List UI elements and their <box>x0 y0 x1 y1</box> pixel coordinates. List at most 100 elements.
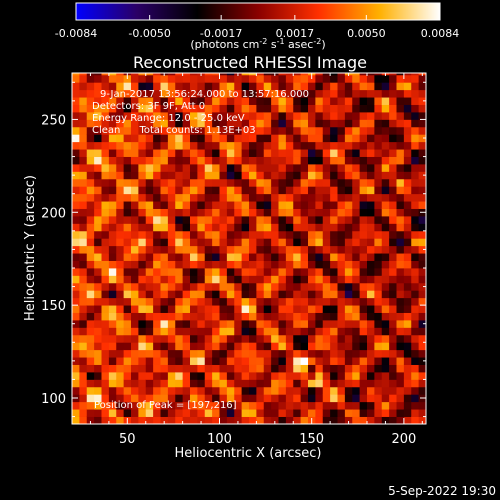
heatmap-cell <box>389 238 397 247</box>
heatmap-cell <box>175 342 184 351</box>
heatmap-cell <box>241 149 250 157</box>
heatmap-cell <box>167 193 176 202</box>
heatmap-cell <box>263 73 272 76</box>
heatmap-cell <box>359 171 368 180</box>
heatmap-cell <box>190 386 198 395</box>
heatmap-cell <box>79 178 88 187</box>
heatmap-cell <box>94 394 102 403</box>
heatmap-cell <box>226 349 235 358</box>
heatmap-cell <box>374 282 383 291</box>
heatmap-cell <box>308 268 316 276</box>
heatmap-cell <box>153 112 161 120</box>
heatmap-cell <box>322 112 331 120</box>
heatmap-cell <box>131 201 139 209</box>
heatmap-cell <box>396 74 405 83</box>
heatmap-cell <box>167 349 176 358</box>
heatmap-cell <box>131 164 139 172</box>
heatmap-cell <box>86 178 95 187</box>
heatmap-cell <box>315 126 324 135</box>
heatmap-cell <box>374 334 383 343</box>
heatmap-cell <box>108 141 117 150</box>
heatmap-cell <box>116 320 125 328</box>
heatmap-cell <box>219 171 228 180</box>
annotation-time-range: 9-Jan-2017 13:56:24.000 to 13:57:16.000 <box>100 89 309 100</box>
heatmap-cell <box>411 349 420 358</box>
heatmap-cell <box>241 282 250 291</box>
heatmap-cell <box>403 104 412 113</box>
heatmap-cell <box>116 253 125 261</box>
heatmap-cell <box>403 268 412 276</box>
heatmap-cell <box>389 260 397 269</box>
heatmap-cell <box>160 97 169 105</box>
heatmap-cell <box>374 112 383 120</box>
heatmap-cell <box>241 342 250 351</box>
heatmap-cell <box>116 193 125 202</box>
heatmap-cell <box>153 268 161 276</box>
heatmap-cell <box>285 104 294 113</box>
heatmap-cell <box>138 401 147 410</box>
heatmap-cell <box>241 156 250 165</box>
heatmap-cell <box>330 379 338 388</box>
heatmap-cell <box>167 268 176 276</box>
heatmap-cell <box>396 327 405 336</box>
heatmap-cell <box>367 260 375 269</box>
heatmap-cell <box>160 253 169 261</box>
heatmap-cell <box>249 126 257 135</box>
heatmap-cell <box>131 186 139 195</box>
heatmap-cell <box>271 260 279 269</box>
heatmap-cell <box>226 245 235 254</box>
heatmap-cell <box>197 312 206 321</box>
heatmap-cell <box>381 89 390 98</box>
heatmap-cell <box>153 349 161 358</box>
heatmap-cell <box>330 164 338 172</box>
heatmap-cell <box>256 297 265 306</box>
heatmap-cell <box>175 334 184 343</box>
heatmap-cell <box>204 275 213 284</box>
annotation-detectors: Detectors: 3F 9F, Att 0 <box>92 101 205 112</box>
heatmap-cell <box>389 372 397 380</box>
heatmap-cell <box>86 379 95 388</box>
heatmap-cell <box>396 97 405 105</box>
heatmap-cell <box>234 312 243 321</box>
heatmap-cell <box>300 149 309 157</box>
heatmap-cell <box>418 186 426 195</box>
heatmap-cell <box>72 171 80 180</box>
heatmap-cell <box>256 164 265 172</box>
heatmap-cell <box>330 416 338 424</box>
heatmap-cell <box>234 260 243 269</box>
heatmap-cell <box>234 268 243 276</box>
heatmap-cell <box>86 245 95 254</box>
heatmap-cell <box>123 112 132 120</box>
heatmap-cell <box>330 245 338 254</box>
heatmap-cell <box>411 149 420 157</box>
heatmap-cell <box>249 178 257 187</box>
heatmap-cell <box>131 156 139 165</box>
heatmap-cell <box>86 416 95 424</box>
heatmap-cell <box>315 216 324 224</box>
heatmap-cell <box>249 297 257 306</box>
heatmap-cell <box>278 282 287 291</box>
heatmap-cell <box>337 238 346 247</box>
heatmap-cell <box>212 74 220 83</box>
heatmap-cell <box>389 394 397 403</box>
heatmap-cell <box>330 216 338 224</box>
heatmap-cell <box>256 401 265 410</box>
peak-position-label: Position of Peak = [197,216] <box>94 400 237 411</box>
heatmap-cell <box>352 357 361 365</box>
heatmap-cell <box>322 164 331 172</box>
heatmap-cell <box>381 186 390 195</box>
heatmap-cell <box>308 126 316 135</box>
heatmap-cell <box>123 89 132 98</box>
heatmap-cell <box>197 245 206 254</box>
heatmap-cell <box>175 126 184 135</box>
heatmap-cell <box>418 245 426 254</box>
heatmap-cell <box>271 149 279 157</box>
heatmap-cell <box>271 230 279 239</box>
heatmap-cell <box>94 82 102 91</box>
heatmap-cell <box>359 104 368 113</box>
heatmap-cell <box>108 149 117 157</box>
heatmap-cell <box>167 238 176 247</box>
heatmap-cell <box>352 208 361 217</box>
heatmap-cell <box>123 334 132 343</box>
heatmap-cell <box>352 394 361 403</box>
